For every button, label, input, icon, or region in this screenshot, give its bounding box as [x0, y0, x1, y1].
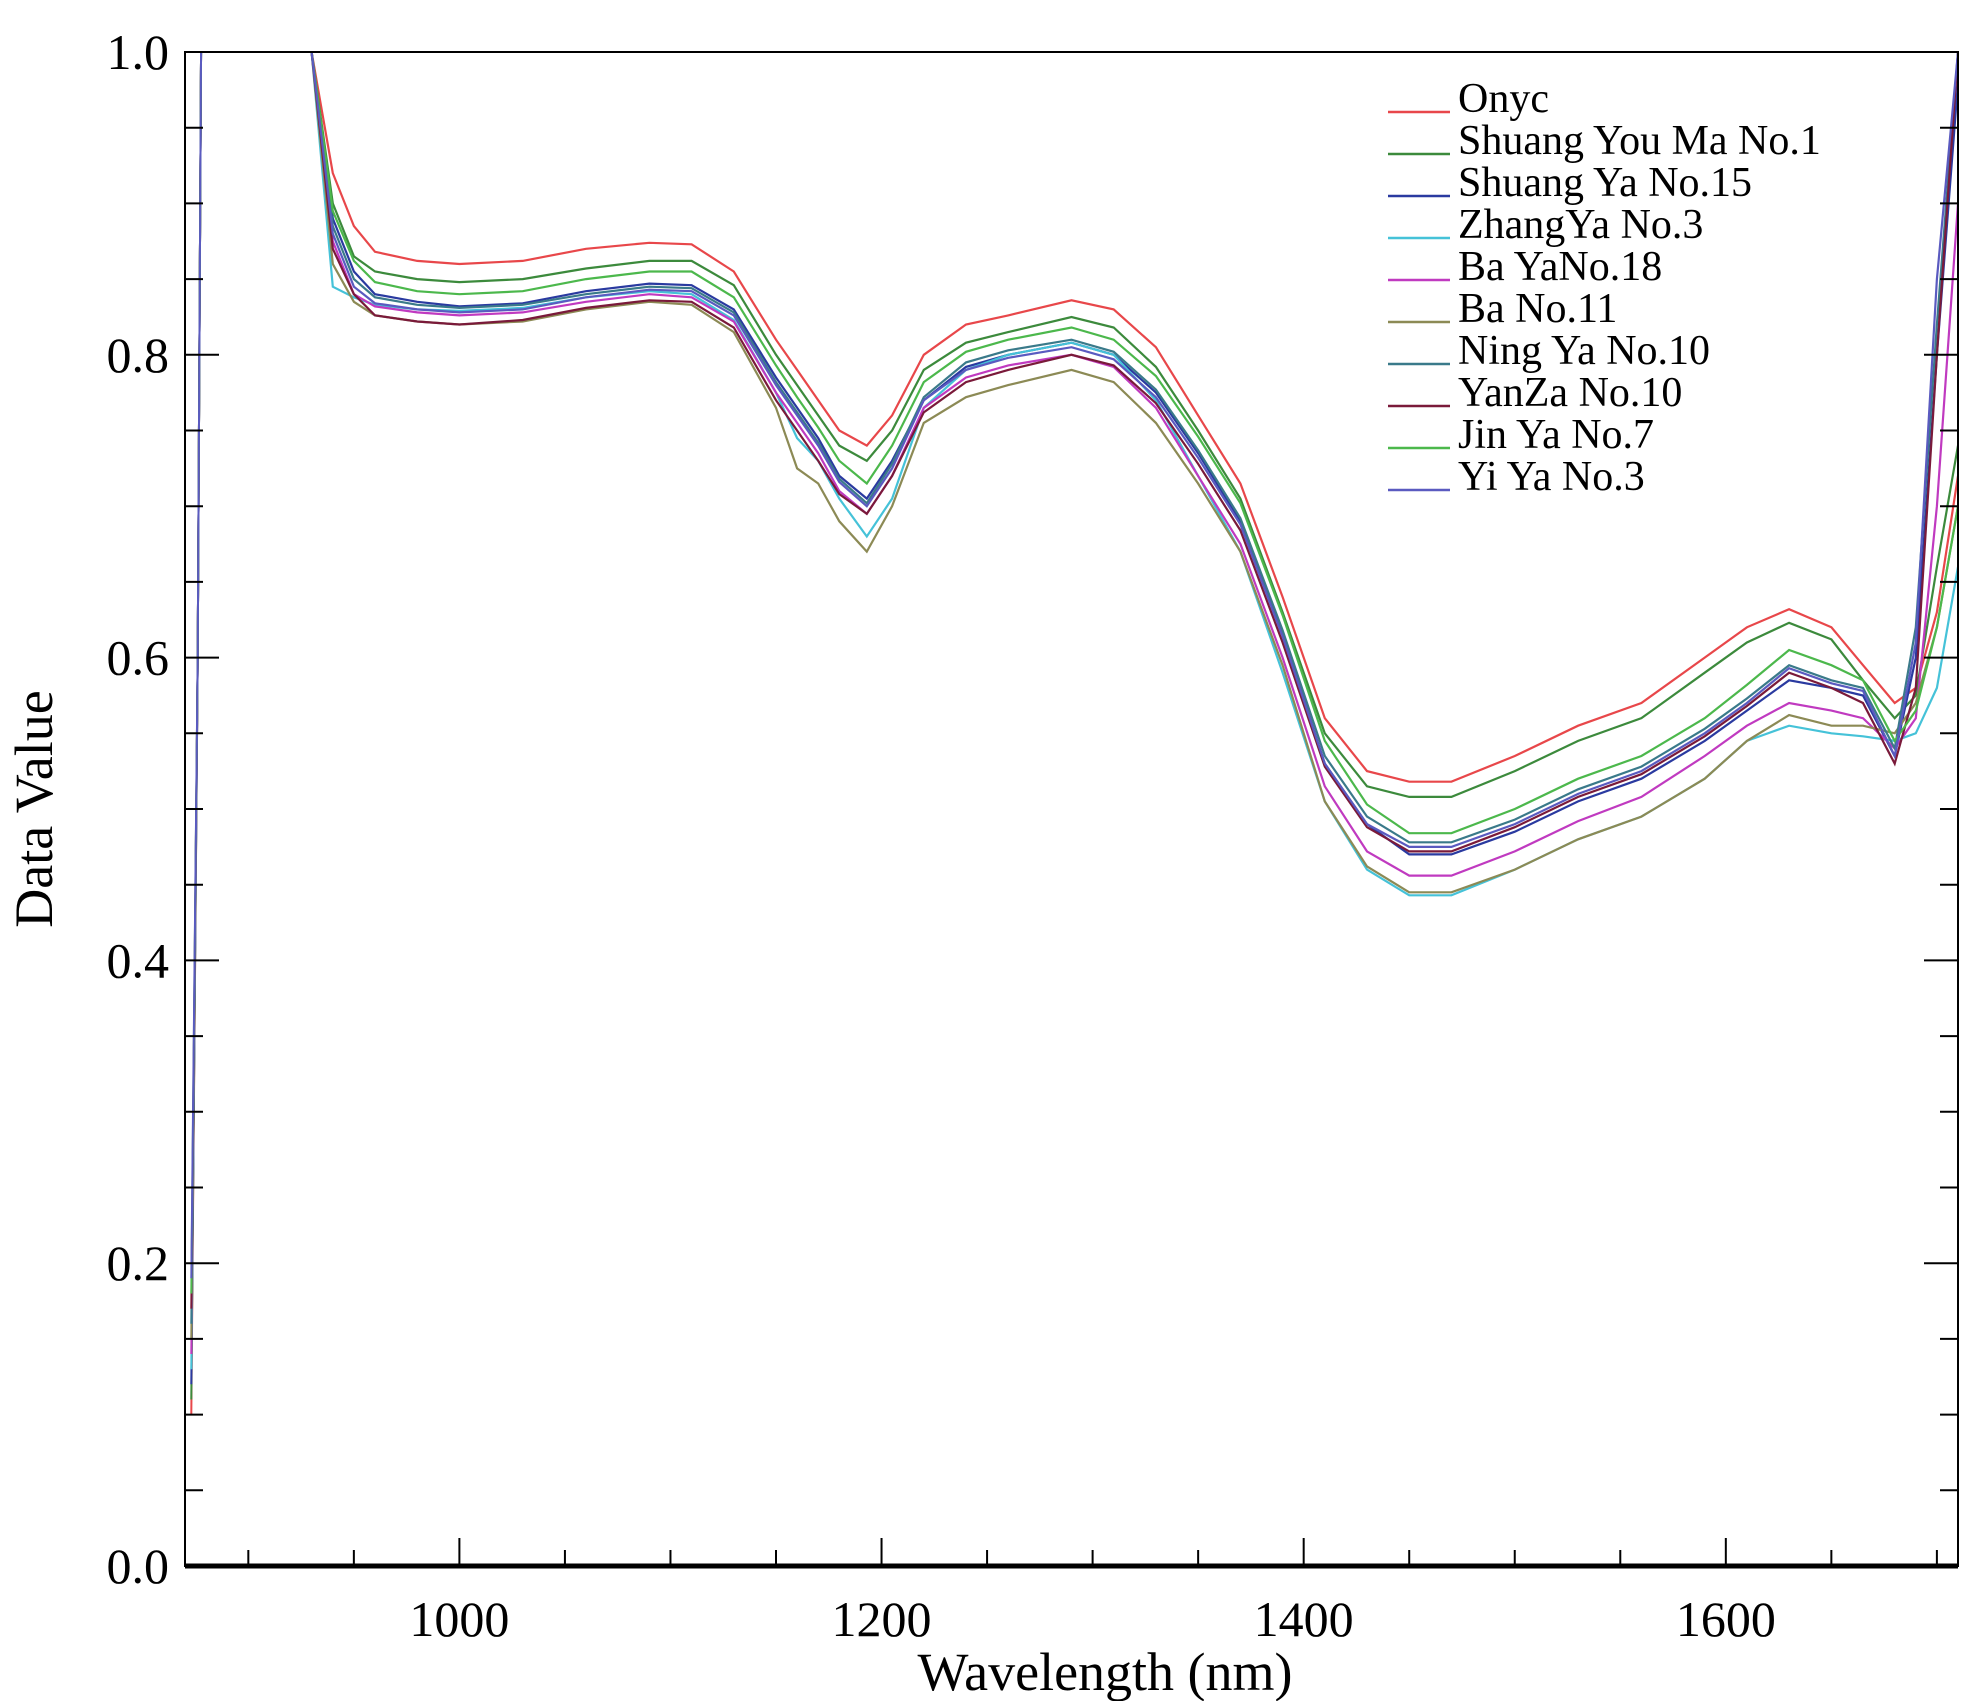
y-tick-label: 0.2	[107, 1235, 170, 1291]
series-line-6	[310, 52, 1958, 894]
series-line-2	[310, 52, 1958, 798]
y-tick-label: 1.0	[107, 24, 170, 80]
series-line-10	[310, 52, 1958, 848]
series-line-9	[310, 52, 1958, 835]
legend-label: ZhangYa No.3	[1458, 202, 1703, 248]
legend-label: Shuang Ya No.15	[1458, 160, 1752, 206]
series-line-1	[310, 52, 1958, 783]
x-tick-label: 1200	[832, 1591, 932, 1647]
y-axis-title: Data Value	[4, 690, 64, 927]
legend-label: Ba YaNo.18	[1458, 244, 1662, 290]
x-axis-title: Wavelength (nm)	[917, 1642, 1292, 1701]
y-tick-label: 0.8	[107, 327, 170, 383]
legend-label: Ba No.11	[1458, 286, 1617, 332]
legend-label: YanZa No.10	[1458, 370, 1682, 416]
legend-label: Shuang You Ma No.1	[1458, 118, 1821, 164]
x-tick-label: 1000	[409, 1591, 509, 1647]
legend-label: Jin Ya No.7	[1458, 412, 1654, 458]
x-tick-label: 1600	[1676, 1591, 1776, 1647]
legend-label: Onyc	[1458, 76, 1549, 122]
legend-label: Yi Ya No.3	[1458, 454, 1645, 500]
y-tick-label: 0.0	[107, 1538, 170, 1594]
x-tick-label: 1400	[1254, 1591, 1354, 1647]
series-line-7	[310, 52, 1958, 844]
legend-label: Ning Ya No.10	[1458, 328, 1710, 374]
y-tick-label: 0.4	[107, 932, 170, 988]
y-tick-label: 0.6	[107, 630, 170, 686]
series-line-8	[310, 52, 1958, 853]
